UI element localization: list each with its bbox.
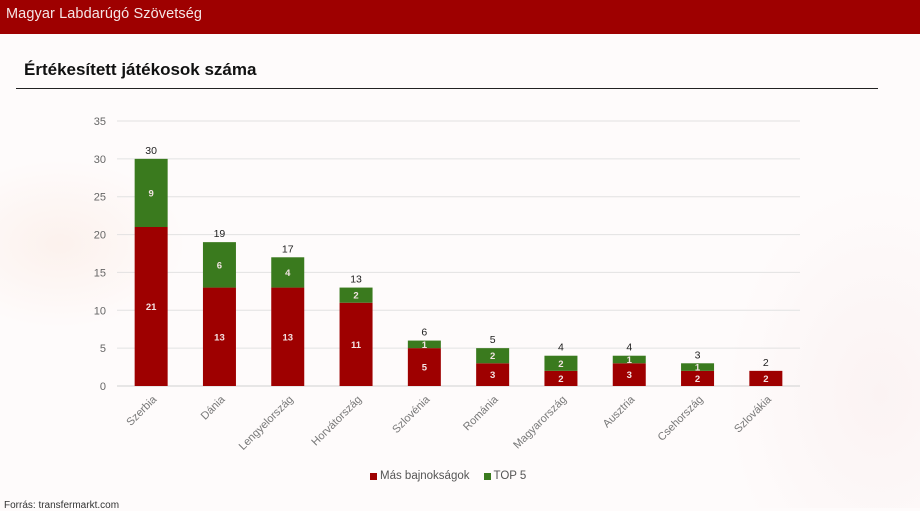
- y-axis-ticks: 0 5 10 15 20 25 30 35: [94, 116, 106, 393]
- legend-label-mas: Más bajnokságok: [380, 470, 470, 482]
- x-tick-label: Románia: [461, 393, 501, 433]
- org-name: Magyar Labdarúgó Szövetség: [6, 6, 203, 22]
- bar-segment-mas: [202, 287, 236, 386]
- bar-segment-top5: [476, 348, 510, 364]
- bar-segment-top5: [544, 355, 578, 371]
- legend-item-top5: TOP 5: [483, 470, 527, 482]
- bar-segment-mas: [476, 363, 510, 386]
- bar-total-label: 13: [350, 274, 362, 286]
- bar-total-label: 4: [626, 342, 632, 354]
- x-tick-label: Dánia: [199, 393, 228, 422]
- bar-label-top5: 2: [490, 351, 495, 362]
- x-tick-label: Horvátország: [309, 394, 364, 449]
- bar-segment-mas: [271, 287, 305, 386]
- bar-segment-mas: [544, 370, 578, 386]
- bar-segment-top5: [202, 242, 236, 288]
- slide-title: Értékesített játékosok száma: [24, 60, 257, 79]
- x-tick-label: Szlovénia: [390, 393, 433, 436]
- y-tick-label: 10: [94, 305, 106, 317]
- bar-segment-mas: [407, 348, 441, 386]
- bar-segment-mas: [134, 227, 168, 386]
- bar-label-mas: 2: [763, 374, 768, 385]
- bar-label-mas: 5: [422, 363, 428, 374]
- bar-total-label: 30: [145, 145, 157, 157]
- bar-label-top5: 1: [422, 340, 428, 351]
- bar-label-top5: 2: [353, 291, 358, 302]
- y-tick-label: 20: [94, 230, 106, 242]
- bar-label-top5: 4: [285, 268, 291, 279]
- bar-segment-mas: [681, 370, 715, 386]
- legend-swatch-top5: [483, 472, 491, 480]
- bar-segment-mas: [612, 363, 646, 386]
- y-tick-label: 35: [94, 116, 106, 128]
- bar-label-mas: 13: [282, 332, 293, 343]
- y-tick-label: 15: [94, 267, 106, 279]
- bar-total-label: 2: [763, 357, 769, 369]
- x-tick-label: Szerbia: [124, 393, 159, 428]
- bar-total-label: 6: [421, 327, 427, 339]
- legend-label-top5: TOP 5: [493, 470, 527, 482]
- x-tick-label: Magyarország: [511, 394, 569, 452]
- bar-segment-top5: [612, 355, 646, 364]
- bar-total-label: 4: [558, 342, 564, 354]
- x-axis-labels: Szerbia Dánia Lengyelország Horvátország Szl…: [124, 393, 774, 453]
- bar-segment-top5: [407, 340, 441, 349]
- bar-label-mas: 2: [558, 374, 563, 385]
- legend-item-mas: Más bajnokságok: [370, 470, 470, 482]
- title-divider: [16, 88, 878, 89]
- bar-label-mas: 3: [490, 370, 495, 381]
- x-tick-label: Csehország: [656, 394, 706, 444]
- bar-label-mas: 11: [351, 340, 362, 351]
- y-tick-label: 30: [94, 154, 106, 166]
- source-note: Forrás: transfermarkt.com: [4, 500, 120, 511]
- bar-segment-mas: [749, 370, 783, 386]
- bar-label-mas: 13: [214, 332, 225, 343]
- legend-swatch-mas: [370, 472, 377, 480]
- bar-segment-top5: [134, 158, 168, 227]
- bar-label-top5: 2: [558, 359, 563, 370]
- bar-segment-mas: [339, 302, 373, 386]
- legend: Más bajnokságok TOP 5: [370, 470, 526, 482]
- y-tick-label: 5: [100, 343, 106, 355]
- x-tick-label: Ausztria: [601, 393, 638, 430]
- bar-segment-top5: [681, 363, 715, 371]
- bar-total-label: 5: [490, 334, 496, 346]
- bar-label-mas: 2: [695, 374, 700, 385]
- bar-label-top5: 1: [627, 355, 633, 366]
- y-tick-label: 25: [94, 192, 106, 204]
- bar-label-mas: 3: [627, 370, 632, 381]
- bar-segment-top5: [339, 287, 373, 303]
- bar-label-top5: 6: [217, 260, 222, 271]
- bar-total-label: 19: [214, 228, 226, 240]
- y-tick-label: 0: [100, 381, 106, 393]
- bar-total-label: 17: [282, 243, 294, 255]
- x-tick-label: Lengyelország: [237, 394, 296, 453]
- bar-label-top5: 1: [695, 363, 701, 374]
- header-bar: Magyar Labdarúgó Szövetség: [0, 0, 920, 34]
- bar-segment-top5: [271, 257, 305, 288]
- bar-label-top5: 9: [149, 188, 154, 199]
- bar-label-mas: 21: [146, 302, 157, 313]
- x-tick-label: Szlovákia: [732, 393, 774, 435]
- bar-total-label: 3: [695, 349, 701, 361]
